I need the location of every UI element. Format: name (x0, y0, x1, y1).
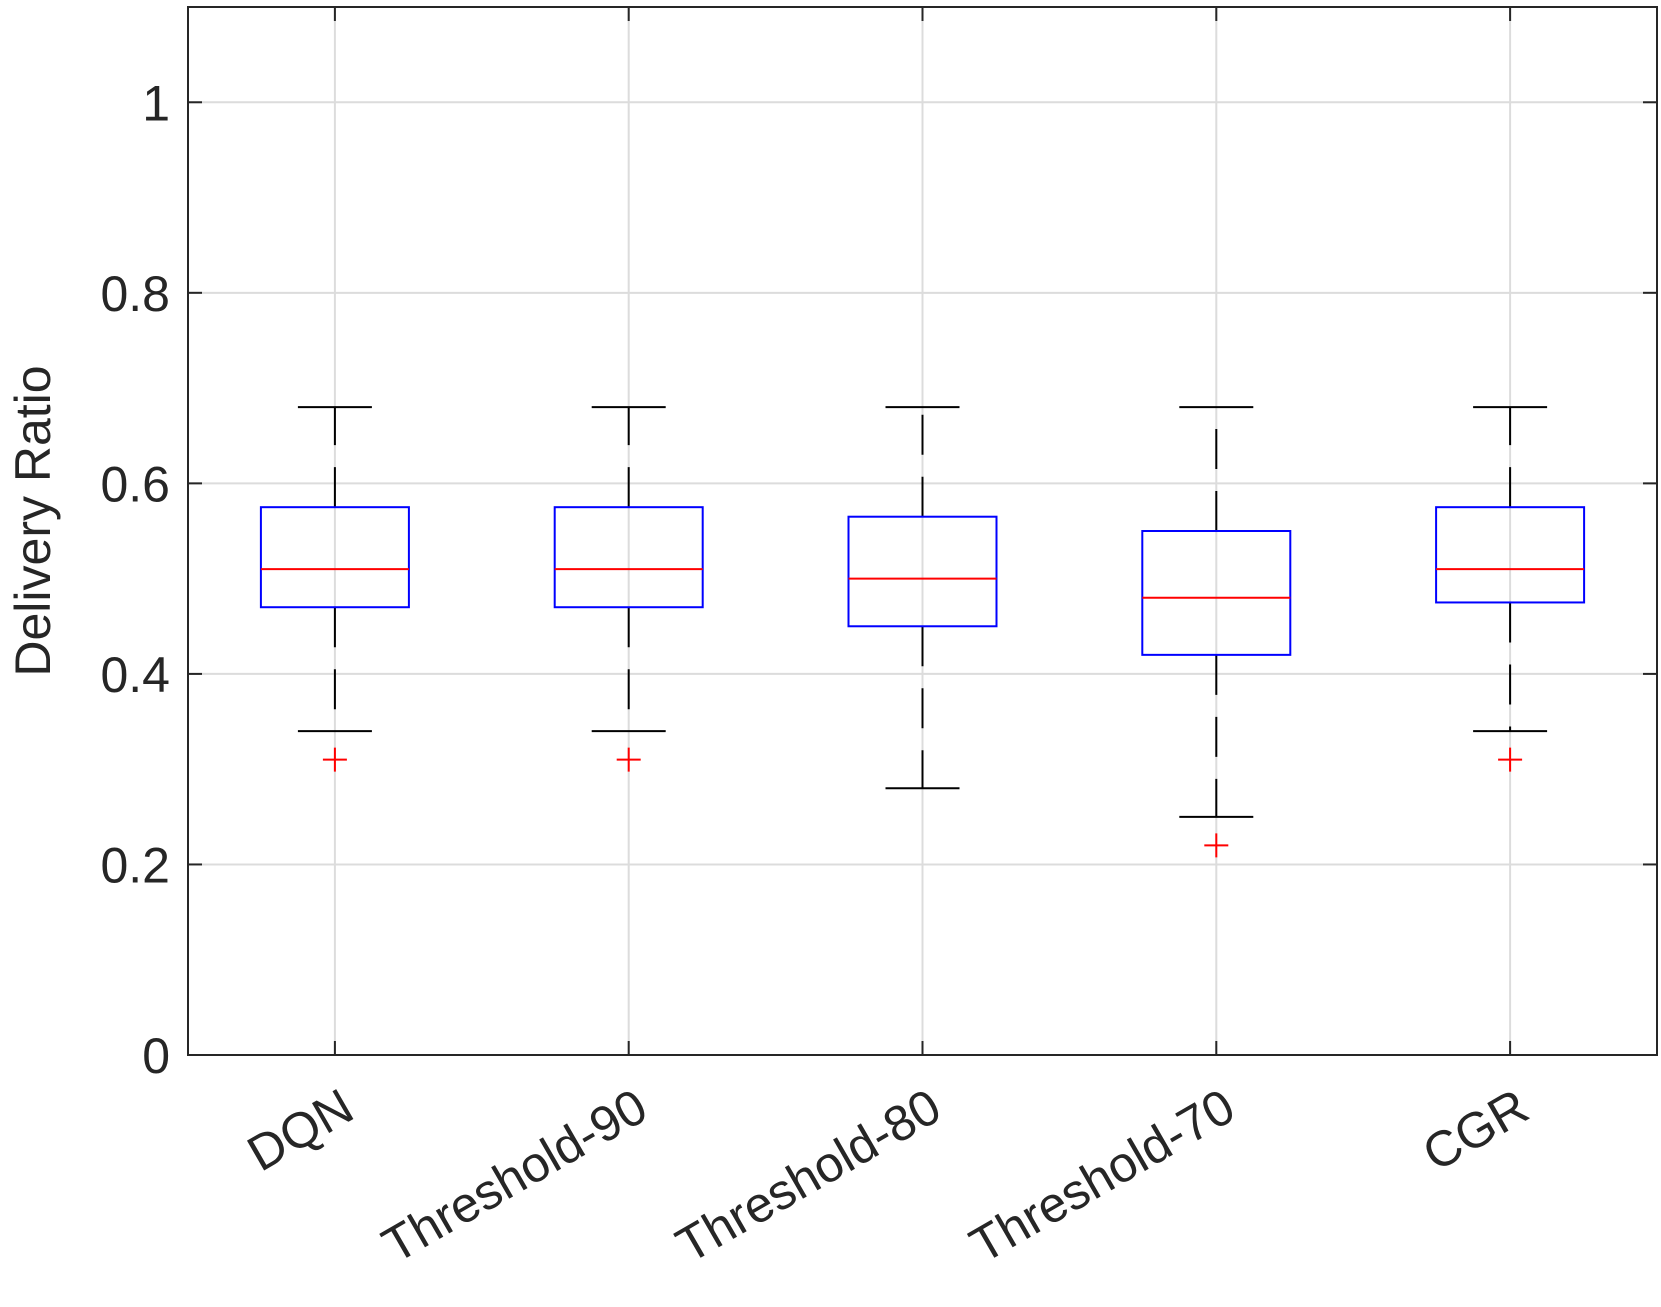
box-layer (259, 406, 1586, 858)
grid-layer (188, 7, 1657, 1056)
y-tick-label: 0.2 (100, 837, 170, 893)
y-tick-label: 0.4 (100, 647, 170, 703)
outlier-marker (1204, 833, 1229, 858)
x-tick-label: CGR (1413, 1078, 1537, 1182)
y-axis-label: Delivery Ratio (5, 365, 61, 676)
y-tick-label: 0.8 (100, 266, 170, 322)
x-tick-label: Threshold-80 (667, 1078, 950, 1274)
y-tick-label: 0.6 (100, 456, 170, 512)
x-tick-label: Threshold-70 (961, 1078, 1244, 1274)
outlier-marker (322, 747, 347, 772)
iqr-box (847, 515, 998, 628)
y-tick-label: 0 (142, 1028, 170, 1084)
tick-layer (188, 7, 1657, 1056)
iqr-box (259, 506, 410, 609)
outlier-marker (616, 747, 641, 772)
iqr-box (1141, 530, 1292, 656)
x-tick-label: Threshold-90 (373, 1078, 656, 1274)
y-tick-label: 1 (142, 75, 170, 131)
x-tick-label: DQN (238, 1078, 362, 1182)
iqr-box (553, 506, 704, 609)
outlier-marker (1498, 747, 1523, 772)
iqr-box (1435, 506, 1586, 604)
